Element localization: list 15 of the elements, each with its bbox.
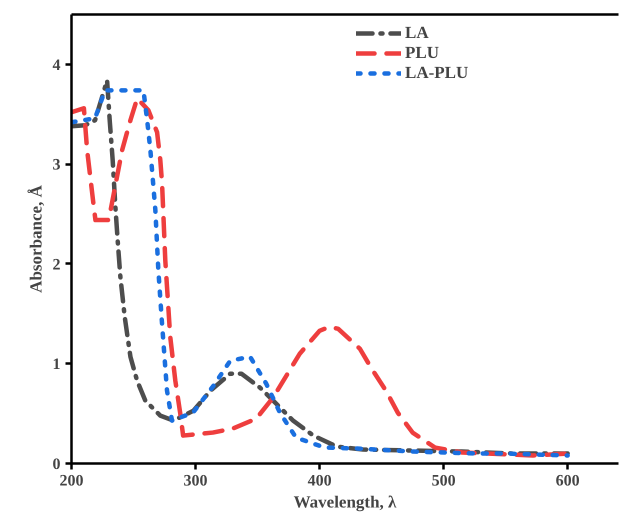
y-tick-label: 3 [52,156,60,174]
x-tick-label: 200 [60,472,84,490]
y-tick-label: 0 [52,456,60,473]
x-tick-label: 400 [308,472,332,490]
legend-label: LA-PLU [405,63,468,83]
x-tick-label: 500 [432,472,456,490]
y-tick-label: 4 [52,56,60,74]
legend-label: LA [405,23,429,43]
y-tick-label: 1 [52,356,60,374]
y-axis-title: Absorbance, Å [26,184,46,293]
y-tick-label: 2 [52,256,60,274]
x-tick-label: 600 [556,472,580,490]
legend-label: PLU [405,43,439,63]
x-tick-label: 300 [184,472,208,490]
x-axis-title: Wavelength, λ [294,492,398,512]
